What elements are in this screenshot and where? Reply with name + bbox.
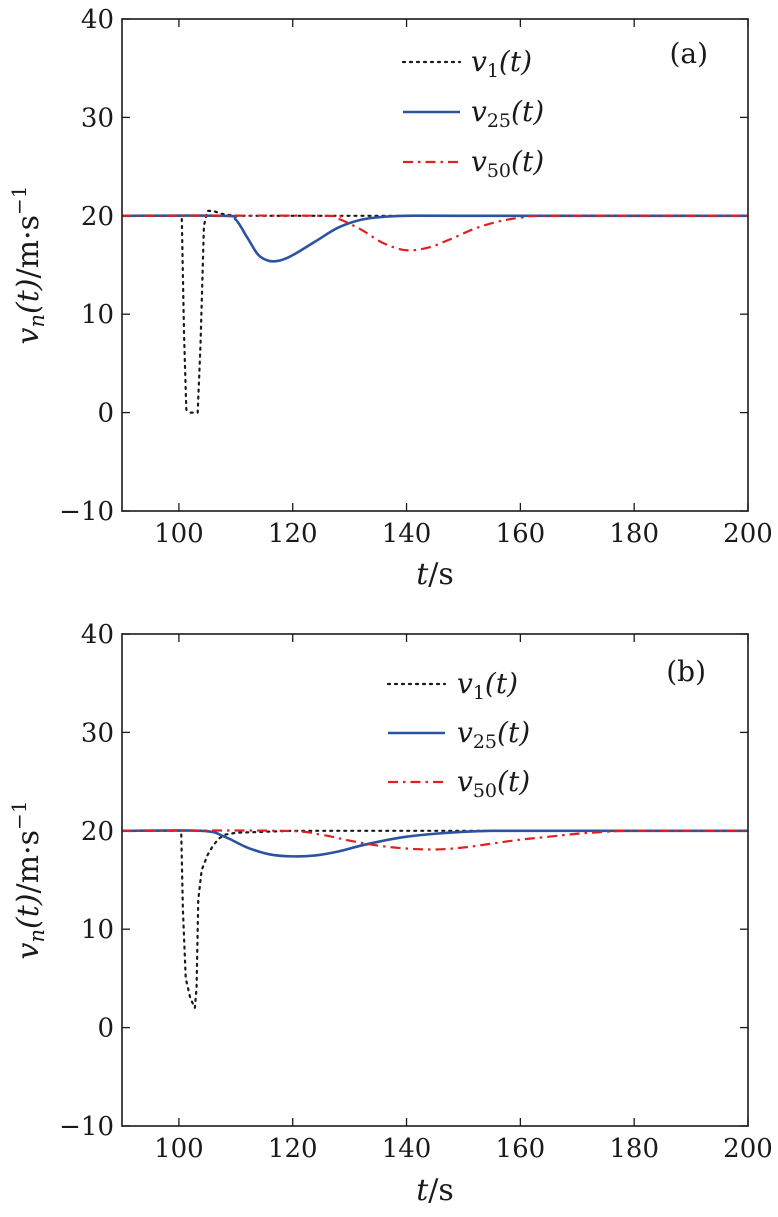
x-tick-label: 120 <box>268 519 318 549</box>
series-line-v50t <box>122 829 748 851</box>
panel-label: (b) <box>666 655 706 688</box>
series-line-v25t <box>122 829 748 858</box>
y-tick-label: 20 <box>81 202 114 232</box>
y-tick-label: 10 <box>81 915 114 945</box>
x-axis-label: t/s <box>416 557 454 592</box>
y-tick-label: 10 <box>81 300 114 330</box>
x-tick-label: 160 <box>496 519 546 549</box>
x-tick-label: 160 <box>496 1134 546 1164</box>
x-tick-label: 120 <box>268 1134 318 1164</box>
y-tick-label: −10 <box>59 497 114 527</box>
legend: v1(t) v25(t) v50(t) <box>386 667 530 802</box>
series-line-v25t <box>122 214 748 263</box>
series-line-v50t <box>122 214 748 252</box>
y-axis-label: vn(t)/m·s−1 <box>7 801 49 960</box>
x-tick-label: 180 <box>609 519 659 549</box>
y-axis-label: vn(t)/m·s−1 <box>7 186 49 345</box>
legend: v1(t) v25(t) v50(t) <box>401 45 544 182</box>
panel-label: (a) <box>669 37 708 70</box>
chart-panel-a: 100 120 140 160 180 200 −10 0 10 20 30 40 v1(t) v25(t… <box>7 5 773 592</box>
x-tick-label: 200 <box>723 1134 773 1164</box>
x-tick-label: 180 <box>609 1134 659 1164</box>
y-tick-label: 0 <box>97 1014 114 1044</box>
legend-label: v50(t) <box>457 765 530 802</box>
x-tick-label: 140 <box>382 1134 432 1164</box>
y-tick-label: 40 <box>81 5 114 35</box>
x-tick-label: 200 <box>723 519 773 549</box>
chart-panel-b: 100 120 140 160 180 200 −10 0 10 20 30 40 v1(t) v25(t… <box>7 620 773 1208</box>
x-tick-label: 100 <box>154 1134 204 1164</box>
y-tick-label: 20 <box>81 817 114 847</box>
legend-label: v1(t) <box>457 667 518 704</box>
x-tick-label: 140 <box>382 519 432 549</box>
legend-label: v25(t) <box>457 716 530 753</box>
y-tick-label: 0 <box>97 399 114 429</box>
y-tick-label: 30 <box>81 103 114 133</box>
y-tick-label: −10 <box>59 1112 114 1142</box>
plot-frame <box>121 18 749 512</box>
legend-label: v25(t) <box>471 95 544 132</box>
y-tick-label: 30 <box>81 718 114 748</box>
x-axis-label: t/s <box>416 1173 454 1208</box>
y-tick-label: 40 <box>81 620 114 650</box>
plot-frame <box>121 633 749 1127</box>
legend-label: v50(t) <box>471 145 544 182</box>
legend-label: v1(t) <box>471 45 532 82</box>
series-line-v1t <box>122 209 748 414</box>
x-tick-label: 100 <box>154 519 204 549</box>
series-line-v1t <box>122 829 748 1010</box>
